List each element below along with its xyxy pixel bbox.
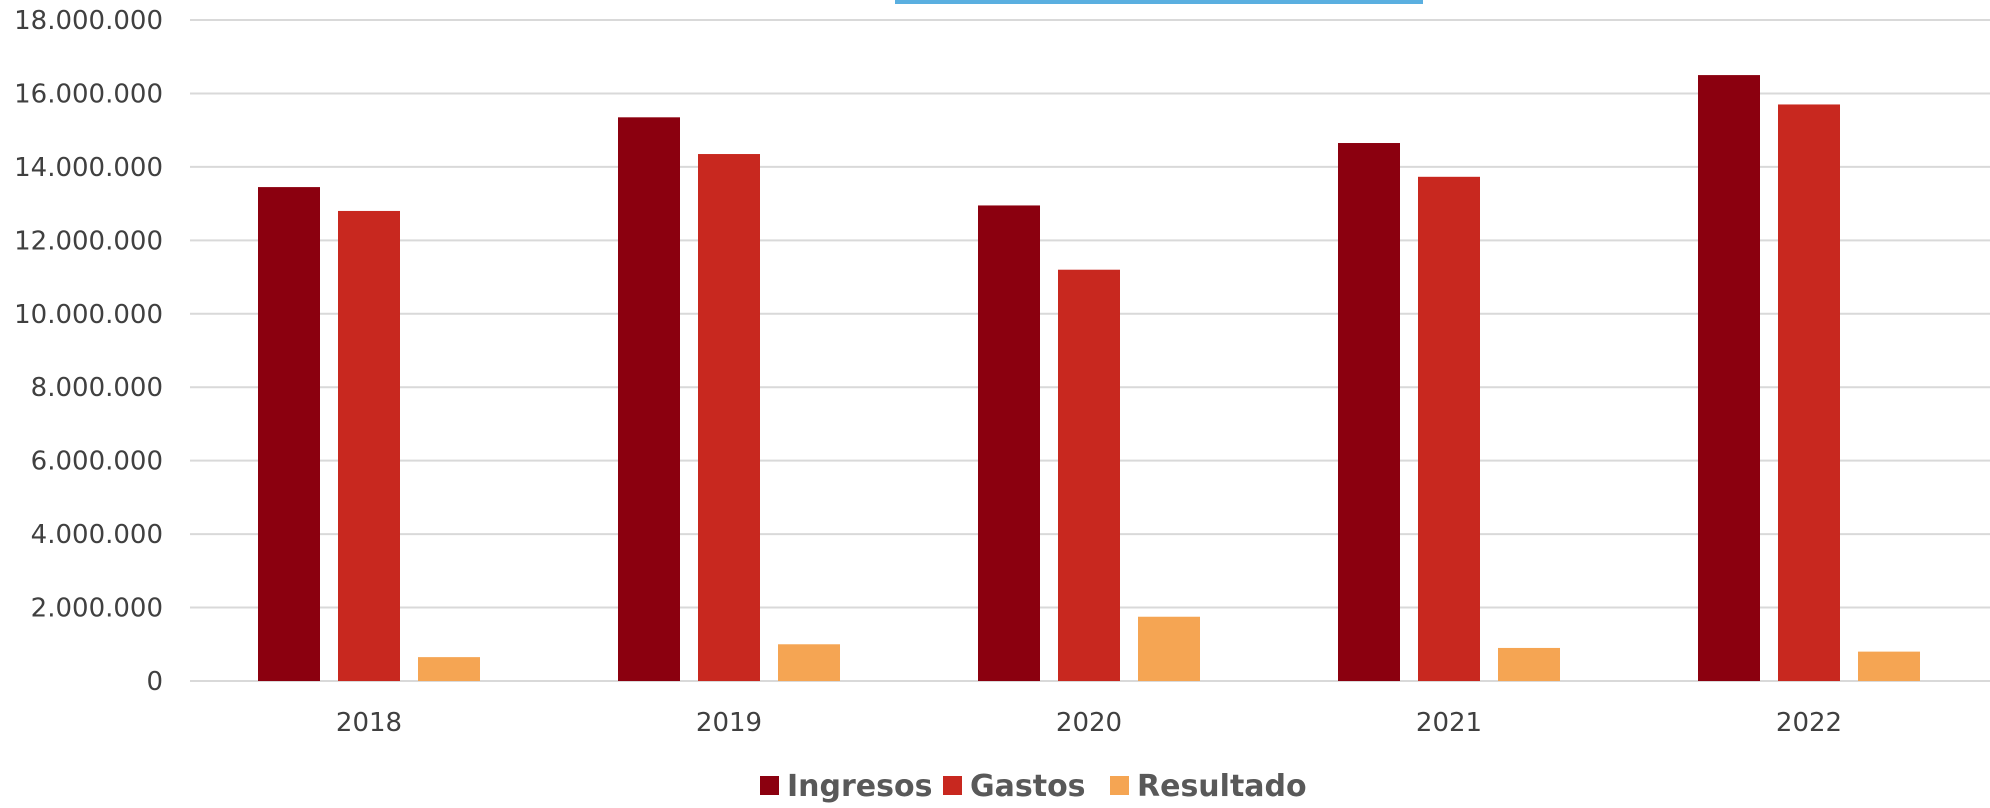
bar-ingresos-2020	[978, 205, 1040, 682]
y-tick-label: 8.000.000	[31, 373, 163, 403]
bar-ingresos-2019	[618, 117, 680, 681]
x-tick-label: 2020	[1056, 708, 1122, 738]
x-axis: 2018 2019 2020 2021 2022	[336, 708, 1842, 738]
bar-gastos-2021	[1418, 176, 1480, 681]
legend-swatch	[1110, 776, 1129, 795]
y-tick-label: 14.000.000	[14, 153, 163, 183]
bar-ingresos-2021	[1338, 143, 1400, 682]
legend-swatch	[760, 776, 779, 795]
bar-resultado-2022	[1858, 651, 1920, 681]
bars	[258, 75, 1920, 682]
y-tick-label: 12.000.000	[14, 226, 163, 256]
bar-resultado-2019	[778, 644, 840, 681]
x-tick-label: 2018	[336, 708, 402, 738]
legend-label: Gastos	[970, 769, 1086, 804]
bar-ingresos-2018	[258, 187, 320, 681]
title-accent-bar	[895, 0, 1423, 4]
y-axis: 0 2.000.000 4.000.000 6.000.000 8.000.000 10.…	[14, 6, 163, 697]
x-tick-label: 2021	[1416, 708, 1482, 738]
bar-gastos-2018	[338, 210, 400, 681]
y-tick-label: 0	[146, 667, 163, 697]
y-tick-label: 18.000.000	[14, 6, 163, 36]
legend: Ingresos Gastos Resultado	[760, 769, 1307, 804]
bar-gastos-2019	[698, 154, 760, 681]
bar-ingresos-2022	[1698, 75, 1760, 682]
bar-gastos-2020	[1058, 269, 1120, 681]
bar-resultado-2021	[1498, 647, 1560, 681]
legend-label: Ingresos	[787, 769, 932, 804]
legend-swatch	[943, 776, 962, 795]
bar-resultado-2020	[1138, 616, 1200, 681]
x-tick-label: 2019	[696, 708, 762, 738]
y-tick-label: 4.000.000	[31, 520, 163, 550]
y-tick-label: 16.000.000	[14, 79, 163, 109]
y-tick-label: 6.000.000	[31, 447, 163, 477]
y-tick-label: 10.000.000	[14, 300, 163, 330]
bar-gastos-2022	[1778, 104, 1840, 681]
legend-label: Resultado	[1137, 769, 1307, 804]
y-tick-label: 2.000.000	[31, 594, 163, 624]
x-tick-label: 2022	[1776, 708, 1842, 738]
bar-resultado-2018	[418, 657, 480, 681]
